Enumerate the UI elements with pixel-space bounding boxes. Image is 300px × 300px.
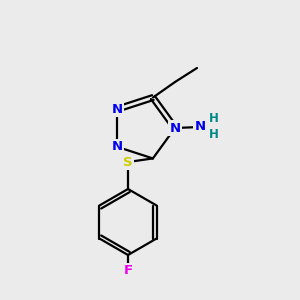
Text: S: S bbox=[123, 155, 133, 169]
Text: H: H bbox=[209, 128, 219, 142]
Text: N: N bbox=[194, 121, 206, 134]
Text: N: N bbox=[112, 103, 123, 116]
Text: N: N bbox=[169, 122, 181, 134]
Text: F: F bbox=[123, 265, 133, 278]
Text: H: H bbox=[209, 112, 219, 125]
Text: N: N bbox=[112, 140, 123, 153]
